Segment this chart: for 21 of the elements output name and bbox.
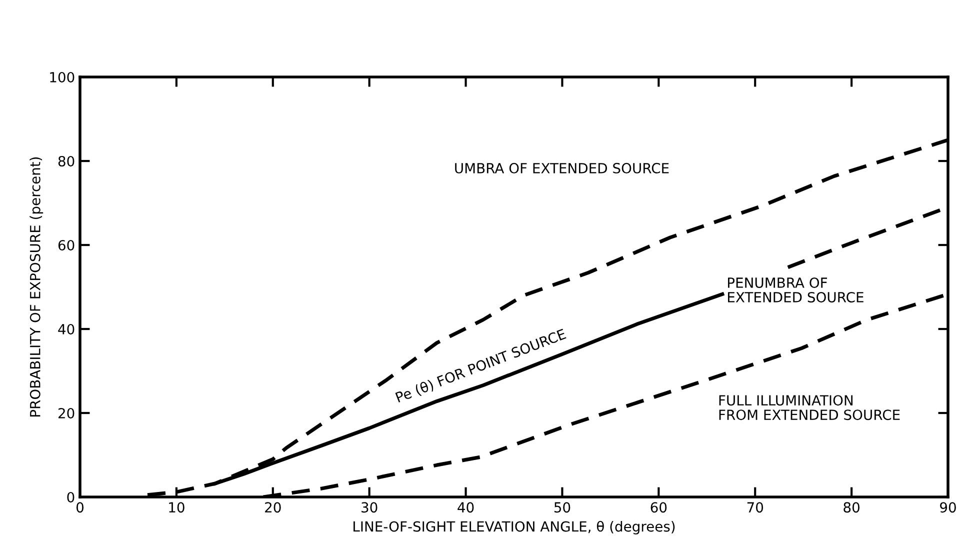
y-tick-label: 100 [50,72,74,82]
x-tick-label: 10 [169,502,184,513]
x-tick-label: 20 [265,502,281,513]
x-tick-label: 70 [747,502,764,513]
x-tick-label: 40 [458,502,474,513]
y-tick-label: 60 [58,240,74,250]
y-tick-label: 0 [67,492,74,502]
annotation: UMBRA OF EXTENDED SOURCE [455,162,669,174]
x-tick-label: 50 [554,502,570,513]
y-tick-label: 40 [58,324,74,334]
x-axis-title: LINE-OF-SIGHT ELEVATION ANGLE, θ (degrees) [354,520,675,534]
x-tick-label: 30 [362,502,378,513]
annotation: FULL ILLUMINATION FROM EXTENDED SOURCE [719,395,900,420]
y-axis-title: PROBABILITY OF EXPOSURE (percent) [30,157,44,416]
x-tick-label: 80 [844,502,860,513]
y-tick-label: 80 [58,156,74,166]
x-tick-label: 0 [76,502,84,513]
y-tick-label: 20 [58,408,74,418]
annotation: PENUMBRA OF EXTENDED SOURCE [728,277,864,302]
x-tick-label: 60 [650,502,667,513]
x-tick-label: 90 [940,502,956,513]
